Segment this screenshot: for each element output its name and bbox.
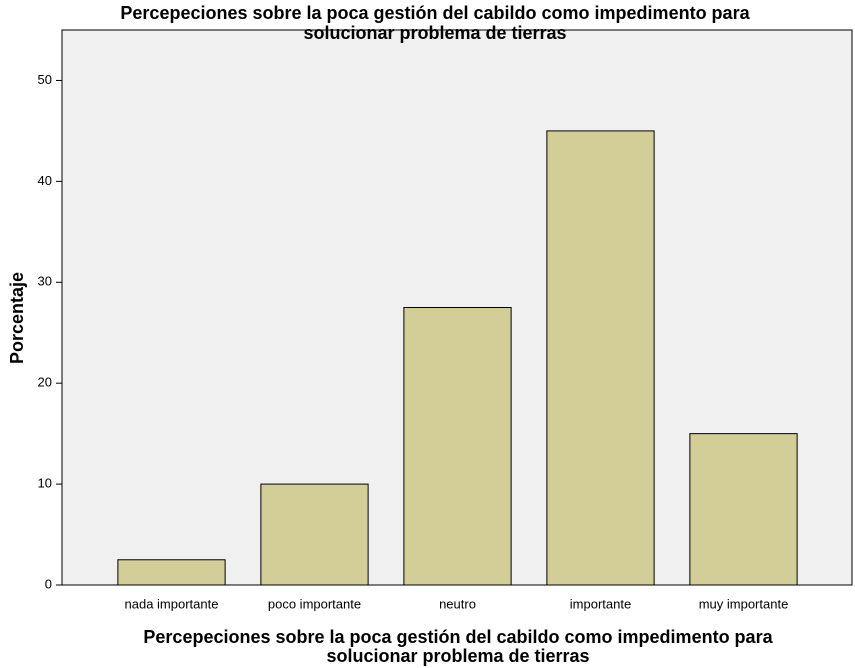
bar bbox=[260, 483, 369, 586]
x-tick-label: importante bbox=[570, 596, 631, 611]
chart-title: Percepeciones sobre la poca gestión del … bbox=[120, 3, 750, 23]
y-tick-label: 10 bbox=[38, 476, 52, 491]
y-tick-label: 20 bbox=[38, 375, 52, 390]
y-tick-label: 0 bbox=[45, 576, 52, 591]
bar bbox=[117, 559, 226, 586]
y-tick-label: 30 bbox=[38, 274, 52, 289]
bar bbox=[546, 130, 655, 586]
x-axis-label: solucionar problema de tierras bbox=[326, 646, 589, 666]
chart-title: solucionar problema de tierras bbox=[303, 23, 566, 43]
y-axis-label: Porcentaje bbox=[7, 272, 27, 364]
x-tick-label: muy importante bbox=[699, 596, 789, 611]
bar bbox=[689, 433, 798, 586]
x-tick-label: poco importante bbox=[268, 596, 361, 611]
x-tick-label: nada importante bbox=[125, 596, 219, 611]
y-tick-label: 40 bbox=[38, 173, 52, 188]
x-tick-label: neutro bbox=[439, 596, 476, 611]
bar bbox=[403, 307, 512, 586]
y-tick-label: 50 bbox=[38, 72, 52, 87]
x-axis-label: Percepeciones sobre la poca gestión del … bbox=[143, 627, 773, 647]
